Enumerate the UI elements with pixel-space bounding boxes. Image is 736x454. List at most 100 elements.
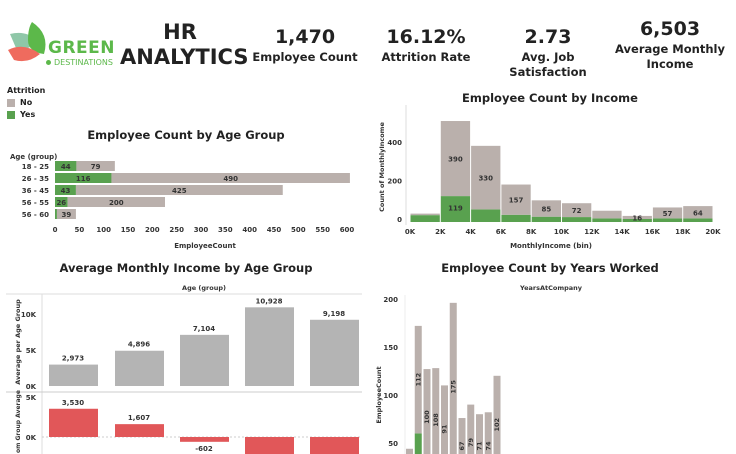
bar-label-no: 91	[441, 424, 449, 434]
legend-item-no[interactable]: No	[7, 98, 45, 107]
bar-no	[440, 121, 471, 197]
bar-label-no: 79	[91, 163, 101, 171]
x-tick-label: 6K	[496, 228, 507, 236]
title-line-1: HR	[163, 20, 197, 44]
difference-bar	[115, 424, 164, 437]
bar-no	[414, 325, 422, 434]
income-chart-title: Employee Count by Income	[462, 91, 638, 105]
income-histogram-chart: 390 119 330 157 85 72 16 57 64 0K 2K 4K 6K 8K 10K 12K 14…	[378, 105, 721, 250]
bar-label-no: 157	[509, 197, 524, 205]
legend-title: Attrition	[7, 86, 46, 95]
legend-item-yes[interactable]: Yes	[7, 110, 45, 119]
bar-yes	[592, 218, 622, 222]
bar-label-no: 390	[448, 156, 463, 164]
x-tick-label: 400	[242, 226, 257, 234]
age-chart-title: Employee Count by Age Group	[87, 128, 285, 142]
bar-label-no: 108	[432, 413, 440, 427]
bar-value-label: 7,104	[193, 325, 215, 333]
x-tick-label: 450	[267, 226, 282, 234]
kpi-attrition-rate-label: Attrition Rate	[381, 50, 471, 64]
y-axis-title: EmployeeCount	[375, 366, 383, 423]
bar-label-yes: 116	[76, 175, 91, 183]
x-tick-label: 8K	[526, 228, 537, 236]
bar-no	[441, 385, 448, 454]
difference-bar	[245, 437, 294, 454]
x-tick-label: 250	[169, 226, 184, 234]
avg-income-bar	[115, 350, 164, 386]
kpi-job-satisfaction-label: Avg. Job Satisfaction	[509, 50, 587, 79]
x-axis-title: EmployeeCount	[174, 242, 236, 250]
difference-bar	[310, 437, 359, 454]
x-tick-label: 200	[145, 226, 160, 234]
bar-no	[56, 209, 76, 219]
bar-label-no: 85	[541, 206, 551, 214]
green-destinations-logo: GREEN DESTINATIONS	[6, 18, 116, 70]
bar-yes	[471, 209, 501, 222]
y-tick-label: 0K	[26, 434, 37, 442]
bar-label-no: 175	[449, 380, 457, 394]
leaf-logo-icon	[8, 22, 46, 62]
category-label: 26 - 35	[22, 175, 49, 183]
bar-no	[622, 215, 652, 219]
bar-label-no: 64	[693, 209, 703, 217]
bar-label-no: 72	[572, 207, 582, 215]
x-tick-label: 18K	[675, 228, 691, 236]
bar-no	[484, 412, 492, 454]
years-chart-title: Employee Count by Years Worked	[441, 261, 659, 275]
bar-no	[75, 185, 283, 195]
difference-bar	[180, 437, 229, 442]
bar-no	[562, 203, 592, 218]
bar-label-no: 67	[458, 441, 466, 450]
bar-value-label: 2,973	[62, 355, 84, 363]
bar-no	[592, 210, 622, 219]
avg-income-chart-title: Average Monthly Income by Age Group	[59, 261, 313, 275]
x-tick-label: 2K	[435, 228, 446, 236]
bar-no	[410, 213, 440, 216]
y-tick-label: 200	[383, 296, 398, 304]
bar-value-label: 3,530	[62, 399, 84, 407]
bar-label-no: 425	[172, 187, 187, 195]
x-tick-label: 12K	[584, 228, 600, 236]
bar-no	[683, 206, 713, 219]
bar-no	[471, 145, 501, 210]
y-tick-label: 100	[383, 392, 398, 400]
y-axis-title: Age (group)	[10, 153, 57, 161]
bar-yes	[55, 173, 112, 183]
difference-bar	[49, 408, 98, 437]
bar-yes	[652, 218, 683, 222]
avg-income-bar	[180, 334, 229, 386]
bar-label-no: 71	[476, 441, 484, 451]
bar-no	[531, 200, 561, 217]
bar-label-no: 200	[109, 199, 124, 207]
y-tick-label: 400	[387, 139, 402, 147]
bar-yes	[683, 218, 713, 222]
bar-value-label: 1,607	[128, 414, 150, 422]
bar-no	[406, 448, 413, 454]
bar-yes	[55, 197, 68, 207]
kpi-employee-count-label: Employee Count	[252, 50, 358, 64]
bar-value-label: -602	[195, 445, 213, 453]
attrition-legend[interactable]: Attrition No Yes	[7, 86, 45, 119]
y-tick-label: 150	[383, 344, 398, 352]
bar-label-no: 39	[62, 211, 72, 219]
kpi-monthly-income-label: Average Monthly Income	[615, 42, 725, 71]
legend-swatch-no	[7, 98, 15, 107]
avg-income-bar	[49, 364, 98, 386]
x-tick-label: 500	[291, 226, 306, 234]
y-tick-label: 50	[388, 440, 398, 448]
bar-label-yes: 26	[56, 199, 66, 207]
bar-label-yes: 43	[61, 187, 71, 195]
category-label: 36 - 45	[22, 187, 49, 195]
x-tick-label: 350	[218, 226, 233, 234]
column-header: Age (group)	[182, 284, 226, 292]
x-tick-label: 16K	[645, 228, 661, 236]
bar-label-no: 102	[493, 418, 501, 432]
x-tick-label: 550	[315, 226, 330, 234]
x-tick-label: 10K	[554, 228, 570, 236]
avg-income-bar	[310, 319, 359, 386]
bar-value-label: 9,198	[323, 310, 345, 318]
bar-label-no: 490	[223, 175, 238, 183]
bar-label-yes: 44	[61, 163, 71, 171]
bar-label-no: 16	[632, 214, 642, 222]
bar-label-no: 330	[478, 175, 493, 183]
